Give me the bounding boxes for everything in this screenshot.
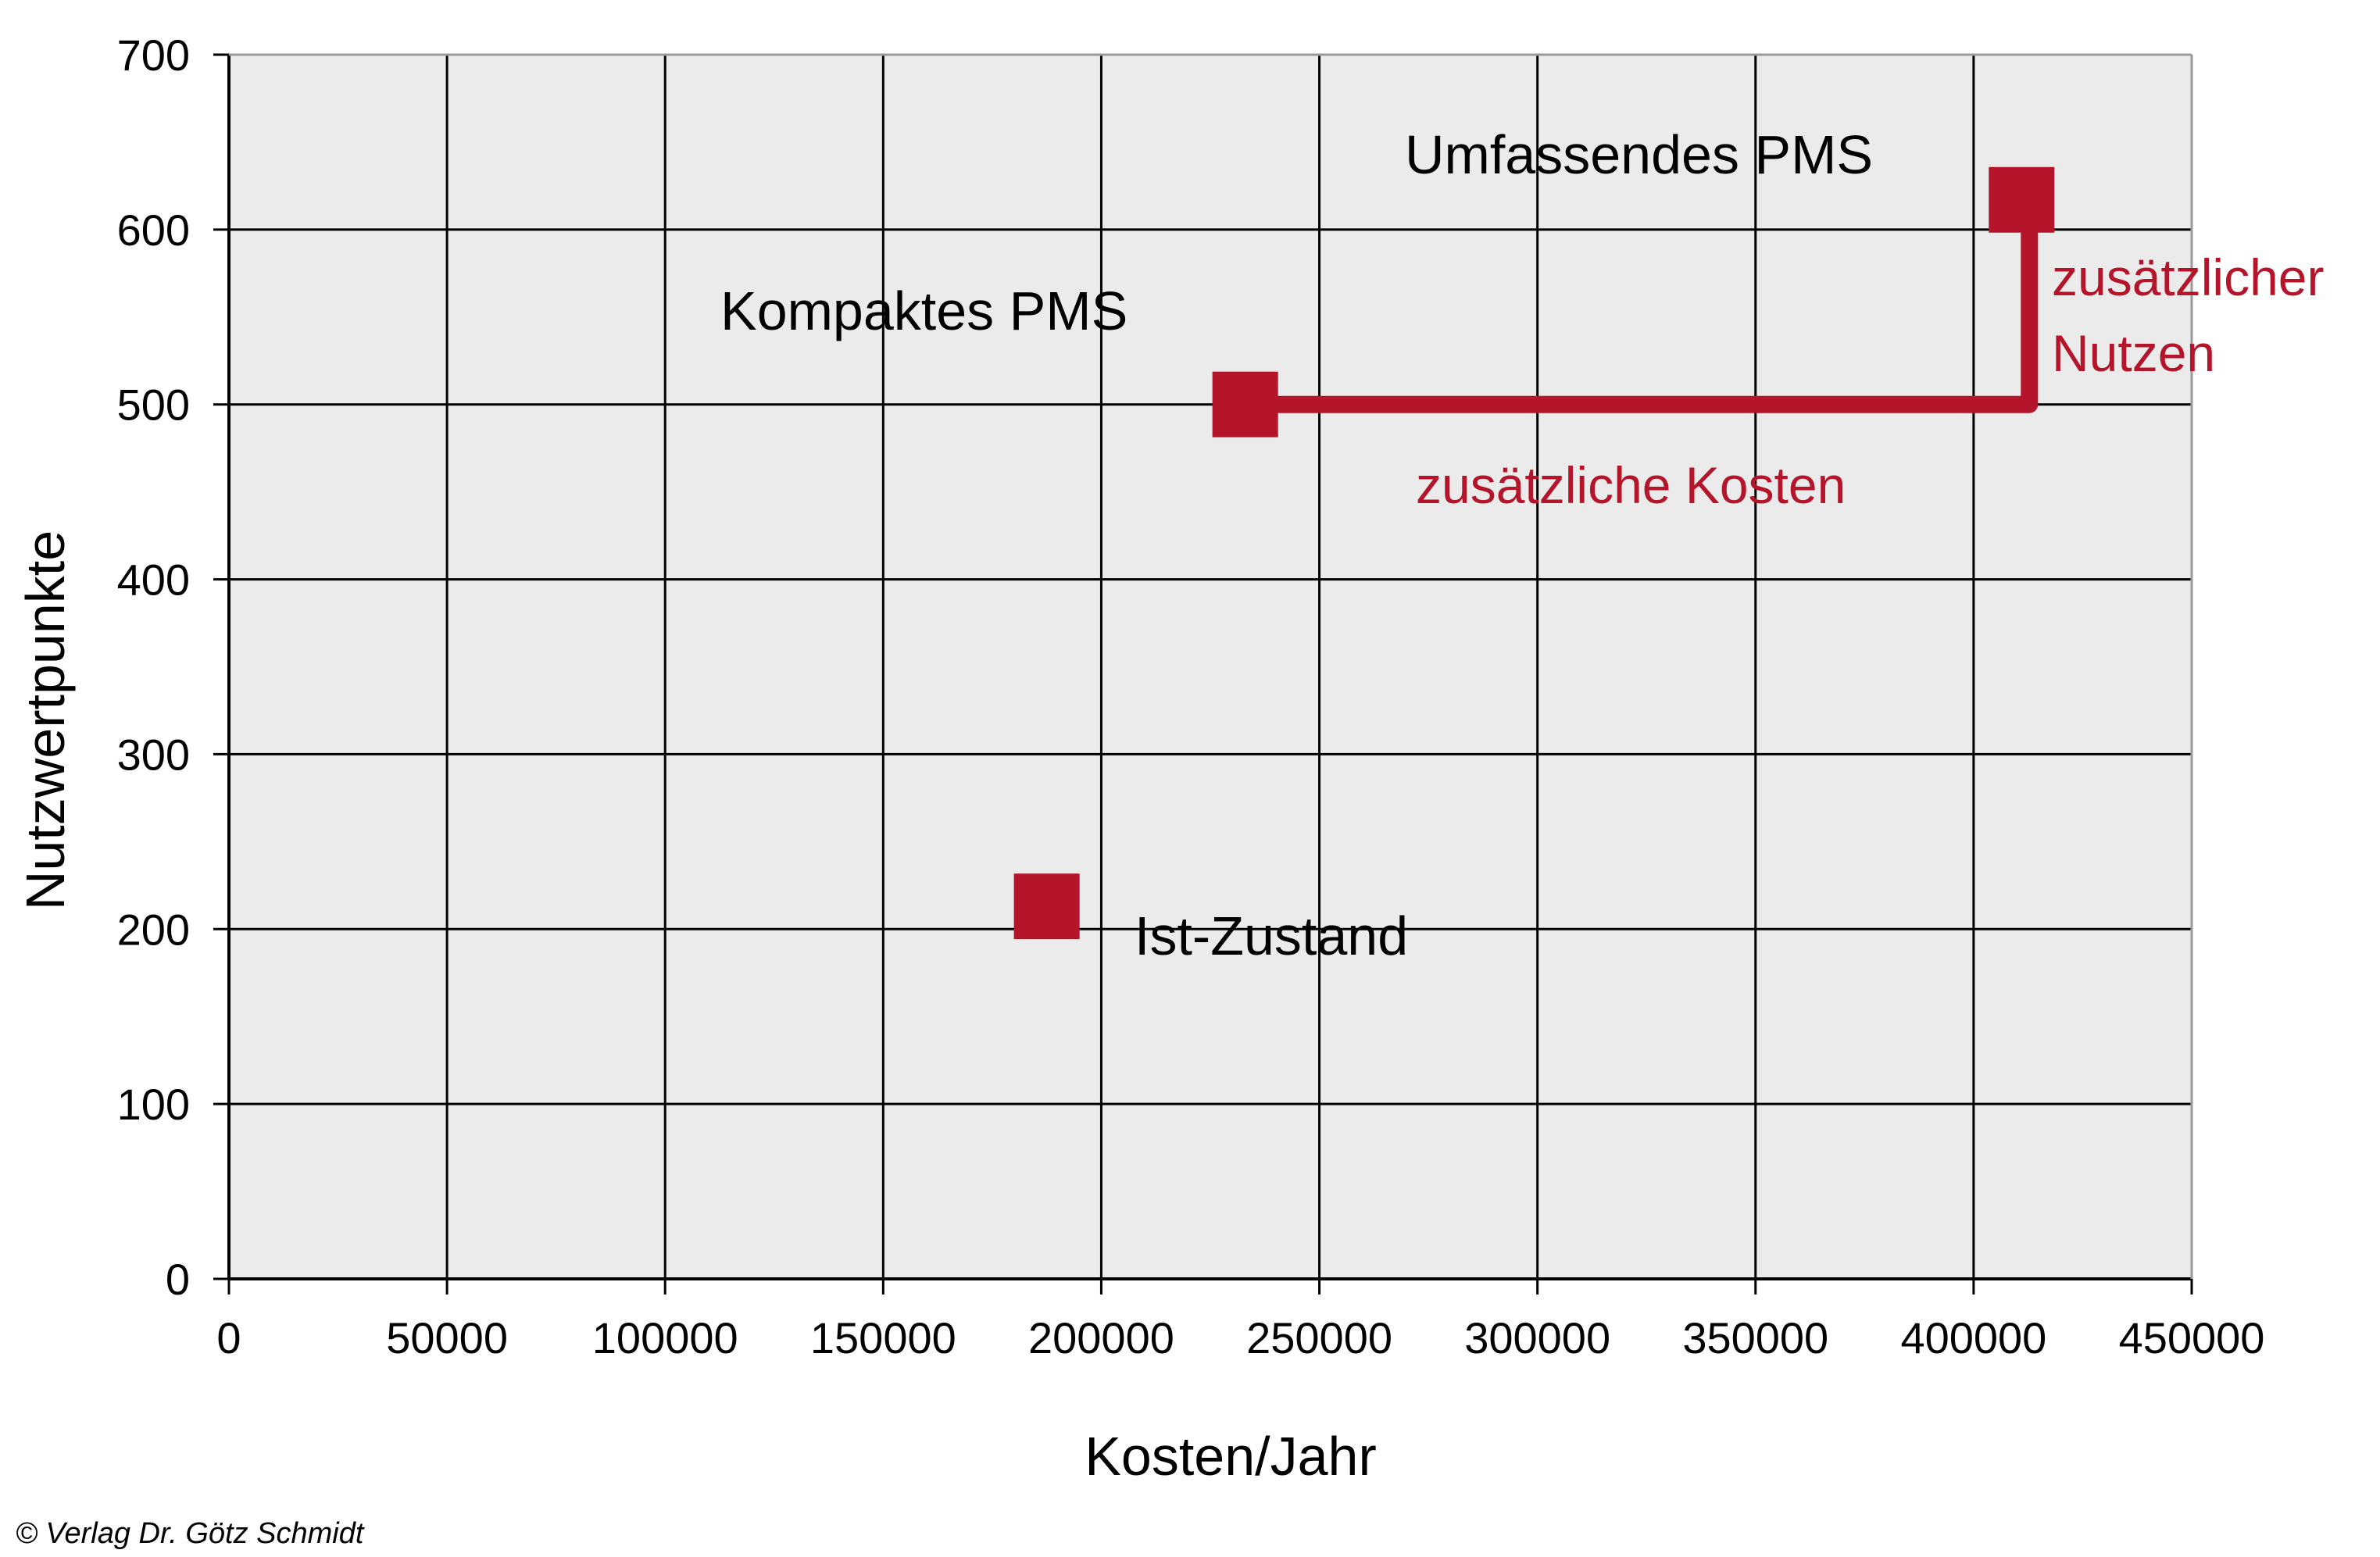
y-tick-label: 400 — [117, 555, 190, 605]
x-tick-label: 300000 — [1464, 1313, 1610, 1362]
x-tick-label: 350000 — [1682, 1313, 1828, 1362]
y-tick-label: 100 — [117, 1080, 190, 1129]
y-tick-label: 200 — [117, 905, 190, 954]
difference-connector-line — [1245, 199, 2039, 413]
data-points — [1013, 166, 2055, 940]
x-tick-label: 150000 — [810, 1313, 956, 1362]
y-tick-label: 300 — [117, 730, 190, 779]
copyright-note: © Verlag Dr. Götz Schmidt — [16, 1517, 365, 1550]
y-tick-label: 700 — [117, 30, 190, 80]
y-tick-label: 500 — [117, 380, 190, 430]
x-tick-label: 100000 — [592, 1313, 738, 1362]
annotation-additional-benefit-line2: Nutzen — [2052, 324, 2215, 382]
x-tick-label: 400000 — [1900, 1313, 2046, 1362]
y-tick-label: 0 — [166, 1255, 190, 1304]
annotation-additional-costs: zusätzliche Kosten — [1416, 456, 1846, 514]
point-label-kompaktes-pms: Kompaktes PMS — [720, 280, 1127, 341]
point-label-ist-zustand: Ist-Zustand — [1135, 905, 1408, 966]
data-point-marker — [1989, 166, 2055, 233]
y-axis-title: Nutzwertpunkte — [15, 530, 76, 910]
tick-labels: 0 50000 100000 150000 200000 250000 300000 3500… — [117, 30, 2265, 1362]
plot-area — [229, 55, 2192, 1279]
point-label-umfassendes-pms: Umfassendes PMS — [1405, 124, 1873, 185]
x-tick-label: 450000 — [2119, 1313, 2265, 1362]
data-point-marker — [1212, 371, 1278, 437]
axes — [213, 53, 2193, 1295]
annotation-additional-benefit-line1: zusätzlicher — [2052, 248, 2324, 306]
x-tick-label: 50000 — [386, 1313, 508, 1362]
x-tick-label: 0 — [216, 1313, 241, 1362]
y-tick-label: 600 — [117, 205, 190, 255]
x-axis-title: Kosten/Jahr — [1085, 1426, 1377, 1487]
data-point-marker — [1013, 873, 1080, 940]
x-tick-label: 250000 — [1246, 1313, 1392, 1362]
x-tick-label: 200000 — [1028, 1313, 1174, 1362]
